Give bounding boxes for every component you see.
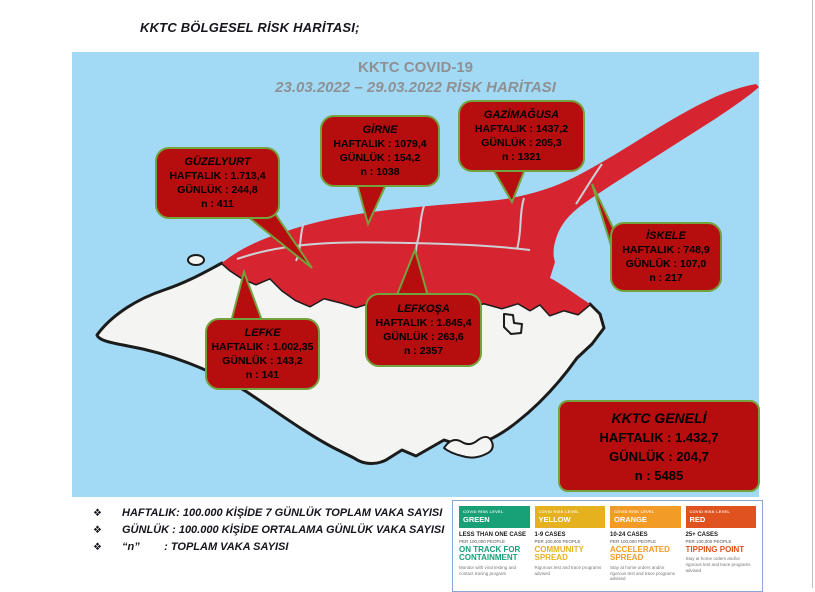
risk-level-name: ORANGE xyxy=(614,515,647,524)
region-daily: GÜNLÜK : 205,3 xyxy=(481,137,562,149)
callout-guzelyurt: GÜZELYURT HAFTALIK : 1.713,4 GÜNLÜK : 24… xyxy=(155,147,280,219)
case-count: 10-24 CASES xyxy=(610,532,648,538)
note-haftalik: ❖ HAFTALIK: 100.000 KİŞİDE 7 GÜNLÜK TOPL… xyxy=(93,507,444,519)
note-text: GÜNLÜK : 100.000 KİŞİDE ORTALAMA GÜNLÜK … xyxy=(122,524,445,536)
risk-headline: ON TRACK FOR CONTAINMENT xyxy=(459,545,521,563)
region-total-cases: n : 217 xyxy=(649,272,683,284)
region-weekly: HAFTALIK : 1079,4 xyxy=(333,138,427,150)
risk-card-orange: COVID RISK LEVEL ORANGE 10-24 CASES PER … xyxy=(610,506,681,586)
callout-kktc-geneli: KKTC GENELİ HAFTALIK : 1.432,7 GÜNLÜK : … xyxy=(558,400,760,492)
region-name: GAZİMAĞUSA xyxy=(483,109,560,121)
risk-level-label: COVID RISK LEVEL xyxy=(689,509,731,514)
region-weekly: HAFTALIK : 1.432,7 xyxy=(599,429,719,445)
region-total-cases: n : 141 xyxy=(245,369,280,381)
region-name: GÜZELYURT xyxy=(184,156,251,168)
north-kktc-region xyxy=(222,84,759,315)
risk-headline: TIPPING POINT xyxy=(685,545,745,554)
risk-level-label: COVID RISK LEVEL xyxy=(538,509,580,514)
map-title: KKTC COVID-19 xyxy=(357,59,473,76)
diamond-bullet-icon: ❖ xyxy=(93,542,102,553)
risk-level-label: COVID RISK LEVEL xyxy=(463,509,504,514)
case-count: 1-9 CASES xyxy=(534,532,566,538)
region-total-cases: n : 1038 xyxy=(360,166,400,178)
risk-card-header: COVID RISK LEVEL RED xyxy=(685,506,756,528)
risk-card-header: COVID RISK LEVEL GREEN xyxy=(459,506,530,528)
region-total-cases: n : 5485 xyxy=(634,467,684,483)
region-name: İSKELE xyxy=(646,230,686,242)
akrotiri-base-outline xyxy=(443,436,494,459)
region-name: LEFKE xyxy=(244,327,281,339)
callout-iskele: İSKELE HAFTALIK : 748,9 GÜNLÜK : 107,0 n… xyxy=(610,222,722,292)
per-population: PER 100,000 PEOPLE xyxy=(534,539,581,544)
region-total-cases: n : 411 xyxy=(201,198,234,210)
risk-card-green: COVID RISK LEVEL GREEN LESS THAN ONE CAS… xyxy=(459,506,530,586)
note-text: “n” : TOPLAM VAKA SAYISI xyxy=(122,541,289,553)
risk-level-label: COVID RISK LEVEL xyxy=(614,509,655,514)
risk-level-legend: COVID RISK LEVEL GREEN LESS THAN ONE CAS… xyxy=(452,500,763,592)
callout-girne: GİRNE HAFTALIK : 1079,4 GÜNLÜK : 154,2 n… xyxy=(320,115,440,187)
note-text: HAFTALIK: 100.000 KİŞİDE 7 GÜNLÜK TOPLAM… xyxy=(122,507,443,519)
note-gunluk: ❖ GÜNLÜK : 100.000 KİŞİDE ORTALAMA GÜNLÜ… xyxy=(93,524,444,536)
risk-headline: ACCELERATED SPREAD xyxy=(610,545,670,563)
diamond-bullet-icon: ❖ xyxy=(93,508,102,519)
risk-description: Monitor with viral testing and contact t… xyxy=(459,564,517,576)
callout-lefke: LEFKE HAFTALIK : 1.002,35 GÜNLÜK : 143,2… xyxy=(205,318,320,390)
map-header: KKTC COVID-19 23.03.2022 – 29.03.2022 Rİ… xyxy=(72,59,759,96)
map-date-range: 23.03.2022 – 29.03.2022 RİSK HARİTASI xyxy=(275,79,556,96)
risk-card-header: COVID RISK LEVEL YELLOW xyxy=(534,506,605,528)
kokkina-enclave xyxy=(187,254,205,266)
callout-gazimagusa: GAZİMAĞUSA HAFTALIK : 1437,2 GÜNLÜK : 20… xyxy=(458,100,585,172)
diamond-bullet-icon: ❖ xyxy=(93,525,102,536)
region-name: KKTC GENELİ xyxy=(611,409,707,426)
risk-card-header: COVID RISK LEVEL ORANGE xyxy=(610,506,681,528)
region-weekly: HAFTALIK : 1.713,4 xyxy=(169,170,266,182)
region-total-cases: n : 2357 xyxy=(403,345,444,357)
risk-level-name: RED xyxy=(689,515,706,524)
region-weekly: HAFTALIK : 1.845,4 xyxy=(375,317,472,329)
risk-card-red: COVID RISK LEVEL RED 25+ CASES PER 100,0… xyxy=(685,506,756,586)
region-daily: GÜNLÜK : 107,0 xyxy=(625,258,707,270)
region-weekly: HAFTALIK : 748,9 xyxy=(622,244,710,256)
region-daily: GÜNLÜK : 154,2 xyxy=(339,152,421,164)
note-n: ❖ “n” : TOPLAM VAKA SAYISI xyxy=(93,541,444,553)
case-count: 25+ CASES xyxy=(685,532,719,538)
callout-lefkosa: LEFKOŞA HAFTALIK : 1.845,4 GÜNLÜK : 263,… xyxy=(365,293,482,367)
region-daily: GÜNLÜK : 143,2 xyxy=(222,355,303,367)
region-name: LEFKOŞA xyxy=(397,303,450,315)
page-title: KKTC BÖLGESEL RİSK HARİTASI; xyxy=(140,20,360,35)
risk-level-name: GREEN xyxy=(463,515,490,524)
risk-description: Stay at home orders and/or rigorous test… xyxy=(610,564,676,582)
dhekelia-base-outline xyxy=(503,313,523,335)
risk-headline: COMMUNITY SPREAD xyxy=(534,545,584,563)
region-daily: GÜNLÜK : 263,6 xyxy=(383,331,464,343)
case-count: LESS THAN ONE CASE xyxy=(459,532,527,538)
page-edge-line xyxy=(812,0,813,588)
per-population: PER 100,000 PEOPLE xyxy=(610,539,657,544)
region-name: GİRNE xyxy=(362,124,398,136)
risk-card-yellow: COVID RISK LEVEL YELLOW 1-9 CASES PER 10… xyxy=(534,506,605,586)
risk-description: Stay at home orders and/or rigorous test… xyxy=(685,556,751,574)
region-total-cases: n : 1321 xyxy=(501,151,542,163)
region-daily: GÜNLÜK : 244,8 xyxy=(177,184,258,196)
risk-description: Rigorous test and trace programs advised xyxy=(534,564,602,576)
region-weekly: HAFTALIK : 1.002,35 xyxy=(211,341,314,353)
per-population: PER 100,000 PEOPLE xyxy=(459,539,506,544)
risk-level-name: YELLOW xyxy=(538,515,571,524)
region-daily: GÜNLÜK : 204,7 xyxy=(609,448,709,464)
risk-map-panel: KKTC COVID-19 23.03.2022 – 29.03.2022 Rİ… xyxy=(72,52,760,497)
per-population: PER 100,000 PEOPLE xyxy=(685,539,732,544)
definitions-list: ❖ HAFTALIK: 100.000 KİŞİDE 7 GÜNLÜK TOPL… xyxy=(93,507,444,558)
region-weekly: HAFTALIK : 1437,2 xyxy=(474,123,569,135)
